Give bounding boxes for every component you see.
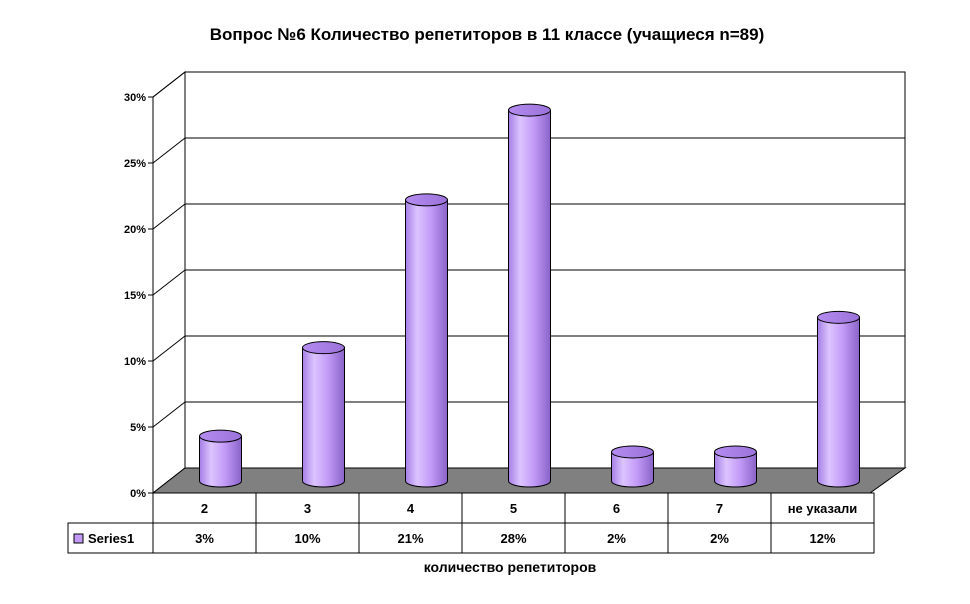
- bar: [611, 451, 654, 488]
- gridline-side: [152, 71, 186, 98]
- gridline-side: [152, 335, 186, 362]
- gridline-side: [152, 137, 186, 164]
- data-label: 28%: [500, 531, 526, 546]
- x-tick-label: 2: [201, 501, 208, 516]
- y-tick-label: 0%: [130, 488, 146, 500]
- legend-swatch: [73, 533, 84, 544]
- bar-top: [817, 310, 860, 324]
- x-tick-label: 3: [304, 501, 311, 516]
- data-label: 12%: [809, 531, 835, 546]
- bar: [508, 109, 551, 488]
- gridline-side: [152, 401, 186, 428]
- bar-top: [302, 341, 345, 355]
- bar: [714, 451, 757, 488]
- y-tick-label: 30%: [124, 92, 146, 104]
- data-label: 21%: [397, 531, 423, 546]
- legend-label: Series1: [88, 531, 134, 546]
- bar-top: [199, 429, 242, 443]
- y-tick-label: 10%: [124, 356, 146, 368]
- data-table: 2 3% 3 10% 4 21% 5 28% 6 2% 7 2% не указали 12% Series…: [67, 492, 875, 554]
- gridline-side: [152, 269, 186, 296]
- data-label: 10%: [294, 531, 320, 546]
- bar: [817, 316, 860, 488]
- x-tick-label: 4: [407, 501, 415, 516]
- data-label: 2%: [710, 531, 729, 546]
- y-tick-label: 25%: [124, 158, 146, 170]
- value-row: [67, 522, 875, 554]
- bar-top: [405, 193, 448, 207]
- bar: [199, 435, 242, 488]
- x-tick-label: 6: [613, 501, 620, 516]
- plot-area: 0% 5% 10% 15% 20% 25% 30%: [124, 70, 907, 500]
- bar: [405, 199, 448, 488]
- bar-top: [508, 103, 551, 117]
- y-tick-label: 20%: [124, 224, 146, 236]
- data-label: 3%: [195, 531, 214, 546]
- bar-top: [714, 445, 757, 459]
- data-label: 2%: [607, 531, 626, 546]
- chart-title: Вопрос №6 Количество репетиторов в 11 кл…: [210, 25, 765, 44]
- y-tick-label: 15%: [124, 290, 146, 302]
- x-tick-label: не указали: [788, 501, 858, 516]
- category-row: [152, 492, 875, 524]
- bar-top: [611, 445, 654, 459]
- gridline-side: [152, 203, 186, 230]
- y-tick-label: 5%: [130, 422, 146, 434]
- x-axis-label: количество репетиторов: [424, 559, 597, 575]
- x-tick-label: 5: [510, 501, 517, 516]
- bar: [302, 347, 345, 488]
- x-tick-label: 7: [716, 501, 723, 516]
